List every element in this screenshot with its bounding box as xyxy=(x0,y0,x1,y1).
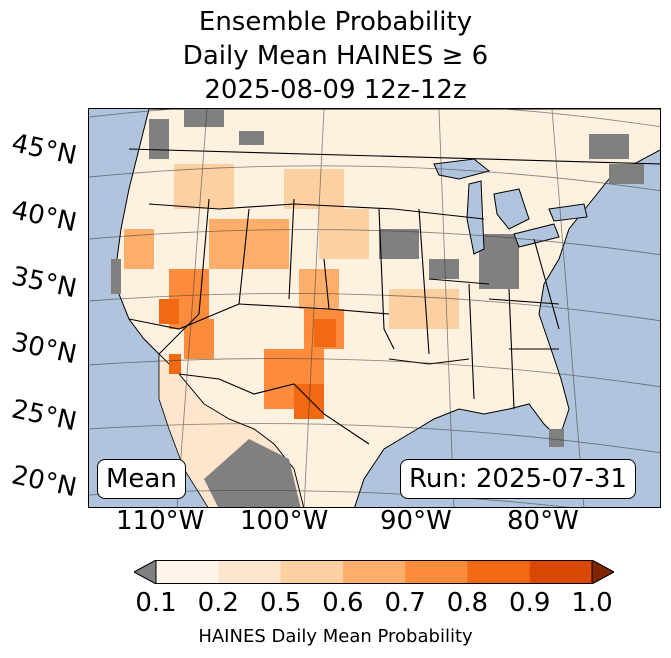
political-borders xyxy=(128,148,660,445)
colorbar-tick-label: 0.1 xyxy=(135,588,177,618)
colorbar-label: HAINES Daily Mean Probability xyxy=(198,626,473,647)
title-line-2: Daily Mean HAINES ≥ 6 xyxy=(182,41,489,71)
map-canvas xyxy=(89,109,660,507)
colorbar-cell xyxy=(467,560,531,584)
colorbar-under-arrow xyxy=(134,560,157,584)
lat-label-25: 25°N xyxy=(8,394,80,438)
colorbar-cell xyxy=(529,560,593,584)
colorbar-cell xyxy=(156,560,219,584)
lon-label-80: 80°W xyxy=(507,506,579,536)
mid-probability-areas xyxy=(124,219,339,309)
colorbar-cell xyxy=(405,560,468,584)
lat-label-45: 45°N xyxy=(8,128,80,172)
lon-label-110: 110°W xyxy=(116,506,205,536)
title-line-1: Ensemble Probability xyxy=(198,7,473,37)
stat-label-box: Mean xyxy=(97,459,186,499)
colorbar xyxy=(134,560,614,584)
run-date-box: Run: 2025-07-31 xyxy=(400,459,636,499)
lat-label-35: 35°N xyxy=(8,261,80,305)
graticule xyxy=(89,109,660,507)
colorbar-cell xyxy=(342,560,406,584)
lat-label-30: 30°N xyxy=(8,327,80,371)
lon-label-100: 100°W xyxy=(240,506,329,536)
colorbar-tick-label: 0.9 xyxy=(509,588,551,618)
lat-label-20: 20°N xyxy=(8,460,80,504)
colorbar-tick-label: 0.7 xyxy=(384,588,426,618)
colorbar-tick-label: 0.2 xyxy=(197,588,239,618)
colorbar-tick-label: 0.8 xyxy=(446,588,489,618)
colorbar-over-arrow xyxy=(591,560,614,584)
missing-data-areas xyxy=(111,109,644,507)
lon-label-90: 90°W xyxy=(380,506,452,536)
colorbar-tick-label: 0.5 xyxy=(259,588,302,618)
lat-label-40: 40°N xyxy=(8,195,80,239)
probability-map xyxy=(88,108,661,508)
colorbar-cell xyxy=(218,560,282,584)
colorbar-frame xyxy=(155,560,593,584)
title-line-3: 2025-08-09 12z-12z xyxy=(204,75,467,105)
colorbar-tick-label: 0.6 xyxy=(322,588,364,618)
colorbar-tick-label: 1.0 xyxy=(571,588,613,618)
colorbar-cell xyxy=(280,560,344,584)
